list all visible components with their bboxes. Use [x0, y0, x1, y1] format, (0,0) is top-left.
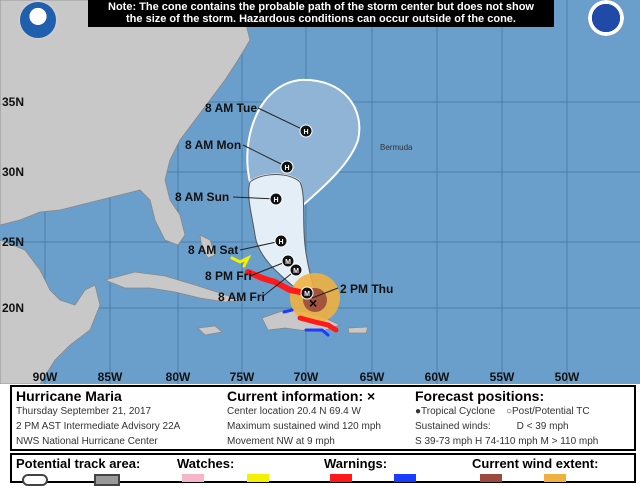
- forecast-time-label: 8 AM Sat: [188, 243, 238, 257]
- forecast-point-h: [280, 160, 294, 174]
- latitude-label: 35N: [2, 95, 24, 109]
- advisory-date: Thursday September 21, 2017: [16, 406, 152, 417]
- current-info: Current information: × Center location 2…: [227, 389, 381, 449]
- mexico: [0, 239, 101, 384]
- sustained-winds-label: Sustained winds:: [415, 421, 491, 432]
- longitude-label: 55W: [490, 370, 515, 384]
- cone-note: Note: The cone contains the probable pat…: [88, 0, 554, 27]
- storm-info: Hurricane Maria Thursday September 21, 2…: [16, 389, 180, 449]
- forecast-point-h: [274, 234, 288, 248]
- longitude-label: 60W: [425, 370, 450, 384]
- bahamas: [199, 234, 216, 259]
- forecast-key: Forecast positions: ●Tropical Cyclone ○P…: [415, 389, 635, 449]
- trop-storm-warning: [282, 308, 330, 337]
- swatch-day-4-5: [94, 474, 120, 486]
- forecast-point-h: [269, 192, 283, 206]
- nws-logo: [588, 0, 624, 36]
- swatch-hurricane-wind: [480, 474, 502, 482]
- swatch-day-1-3: [22, 474, 48, 486]
- point-category: H: [273, 197, 278, 204]
- warnings-watches: [230, 254, 339, 337]
- forecast-point-m: [281, 254, 295, 268]
- tropical-cyclone-label: Tropical Cyclone: [421, 406, 496, 417]
- point-category: H: [278, 239, 283, 246]
- cuba: [103, 271, 241, 303]
- longitude-label: 65W: [360, 370, 385, 384]
- legend: Potential track area: Watches: Warnings:…: [10, 453, 636, 486]
- hurricane-warning-dr: [297, 315, 339, 333]
- forecast-time-label: 8 AM Sun: [175, 190, 229, 204]
- swatch-hurricane-watch: [182, 474, 204, 482]
- latitude-label: 25N: [2, 235, 24, 249]
- puerto-rico: [347, 326, 369, 334]
- swatch-trop-storm-wind: [544, 474, 566, 482]
- storm-name: Hurricane Maria: [16, 388, 122, 404]
- forecast-point-m: [300, 286, 314, 300]
- forecast-title: Forecast positions:: [415, 388, 545, 404]
- trop-storm-watch: [230, 254, 252, 268]
- forecast-time-label: 8 AM Mon: [185, 138, 241, 152]
- longitude-label: 85W: [98, 370, 123, 384]
- info-panel: Hurricane Maria Thursday September 21, 2…: [10, 385, 636, 451]
- swatch-trop-storm-warning: [394, 474, 416, 482]
- forecast-time-label: 8 AM Tue: [205, 101, 257, 115]
- leader-lines: [232, 107, 339, 299]
- category-d: D < 39 mph: [516, 421, 569, 432]
- legend-warnings: Warnings:: [324, 456, 388, 471]
- note-line-1: Note: The cone contains the probable pat…: [108, 1, 534, 13]
- jamaica: [197, 325, 223, 336]
- forecast-point-h: [299, 124, 313, 138]
- longitude-label: 50W: [555, 370, 580, 384]
- center-location: Center location 20.4 N 69.4 W: [227, 406, 361, 417]
- bermuda-label: Bermuda: [380, 143, 413, 152]
- max-wind: Maximum sustained wind 120 mph: [227, 421, 381, 432]
- post-tc-label: Post/Potential TC: [511, 406, 590, 417]
- legend-track-area: Potential track area:: [16, 456, 141, 471]
- noaa-logo: [18, 0, 58, 40]
- latitude-label: 30N: [2, 165, 24, 179]
- legend-watches: Watches:: [177, 456, 235, 471]
- current-info-title: Current information: ×: [227, 388, 376, 404]
- longitude-label: 70W: [294, 370, 319, 384]
- advisory-number: 2 PM AST Intermediate Advisory 22A: [16, 421, 181, 432]
- note-line-2: the size of the storm. Hazardous conditi…: [126, 13, 516, 25]
- forecast-point-m: [289, 263, 303, 277]
- point-category: M: [304, 291, 310, 298]
- category-h: H 74-110 mph: [475, 436, 538, 447]
- category-s: S 39-73 mph: [415, 436, 473, 447]
- movement: Movement NW at 9 mph: [227, 436, 335, 447]
- current-position-x-icon: ×: [309, 295, 317, 311]
- filled-circle-icon: ●: [415, 406, 422, 417]
- forecast-time-label: 8 PM Fri: [205, 269, 252, 283]
- forecast-time-label: 2 PM Thu: [340, 282, 393, 296]
- open-circle-icon: ○: [505, 406, 512, 417]
- issuing-center: NWS National Hurricane Center: [16, 436, 158, 447]
- swatch-trop-storm-watch: [247, 474, 269, 482]
- point-category: H: [303, 129, 308, 136]
- category-m: M > 110 mph: [540, 436, 599, 447]
- latitude-label: 20N: [2, 301, 24, 315]
- longitude-label: 80W: [166, 370, 191, 384]
- longitude-label: 75W: [230, 370, 255, 384]
- legend-wind-extent: Current wind extent:: [472, 456, 599, 471]
- forecast-time-label: 8 AM Fri: [218, 290, 265, 304]
- point-category: H: [284, 165, 289, 172]
- swatch-hurricane-warning: [330, 474, 352, 482]
- longitude-label: 90W: [33, 370, 58, 384]
- point-category: M: [285, 259, 291, 266]
- hurricane-warning-bahamas: [245, 269, 303, 295]
- land: [0, 0, 369, 384]
- point-category: M: [293, 268, 299, 275]
- united-states: [0, 0, 251, 246]
